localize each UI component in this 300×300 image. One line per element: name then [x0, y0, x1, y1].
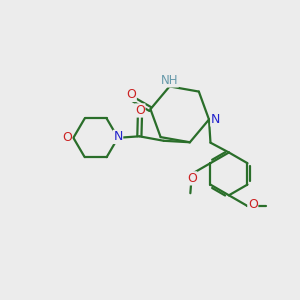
Text: O: O	[248, 198, 258, 211]
Text: NH: NH	[161, 74, 178, 87]
Text: O: O	[187, 172, 197, 185]
Text: O: O	[135, 104, 145, 117]
Text: O: O	[62, 131, 72, 144]
Text: N: N	[113, 130, 123, 143]
Text: O: O	[126, 88, 136, 101]
Text: N: N	[211, 113, 220, 126]
